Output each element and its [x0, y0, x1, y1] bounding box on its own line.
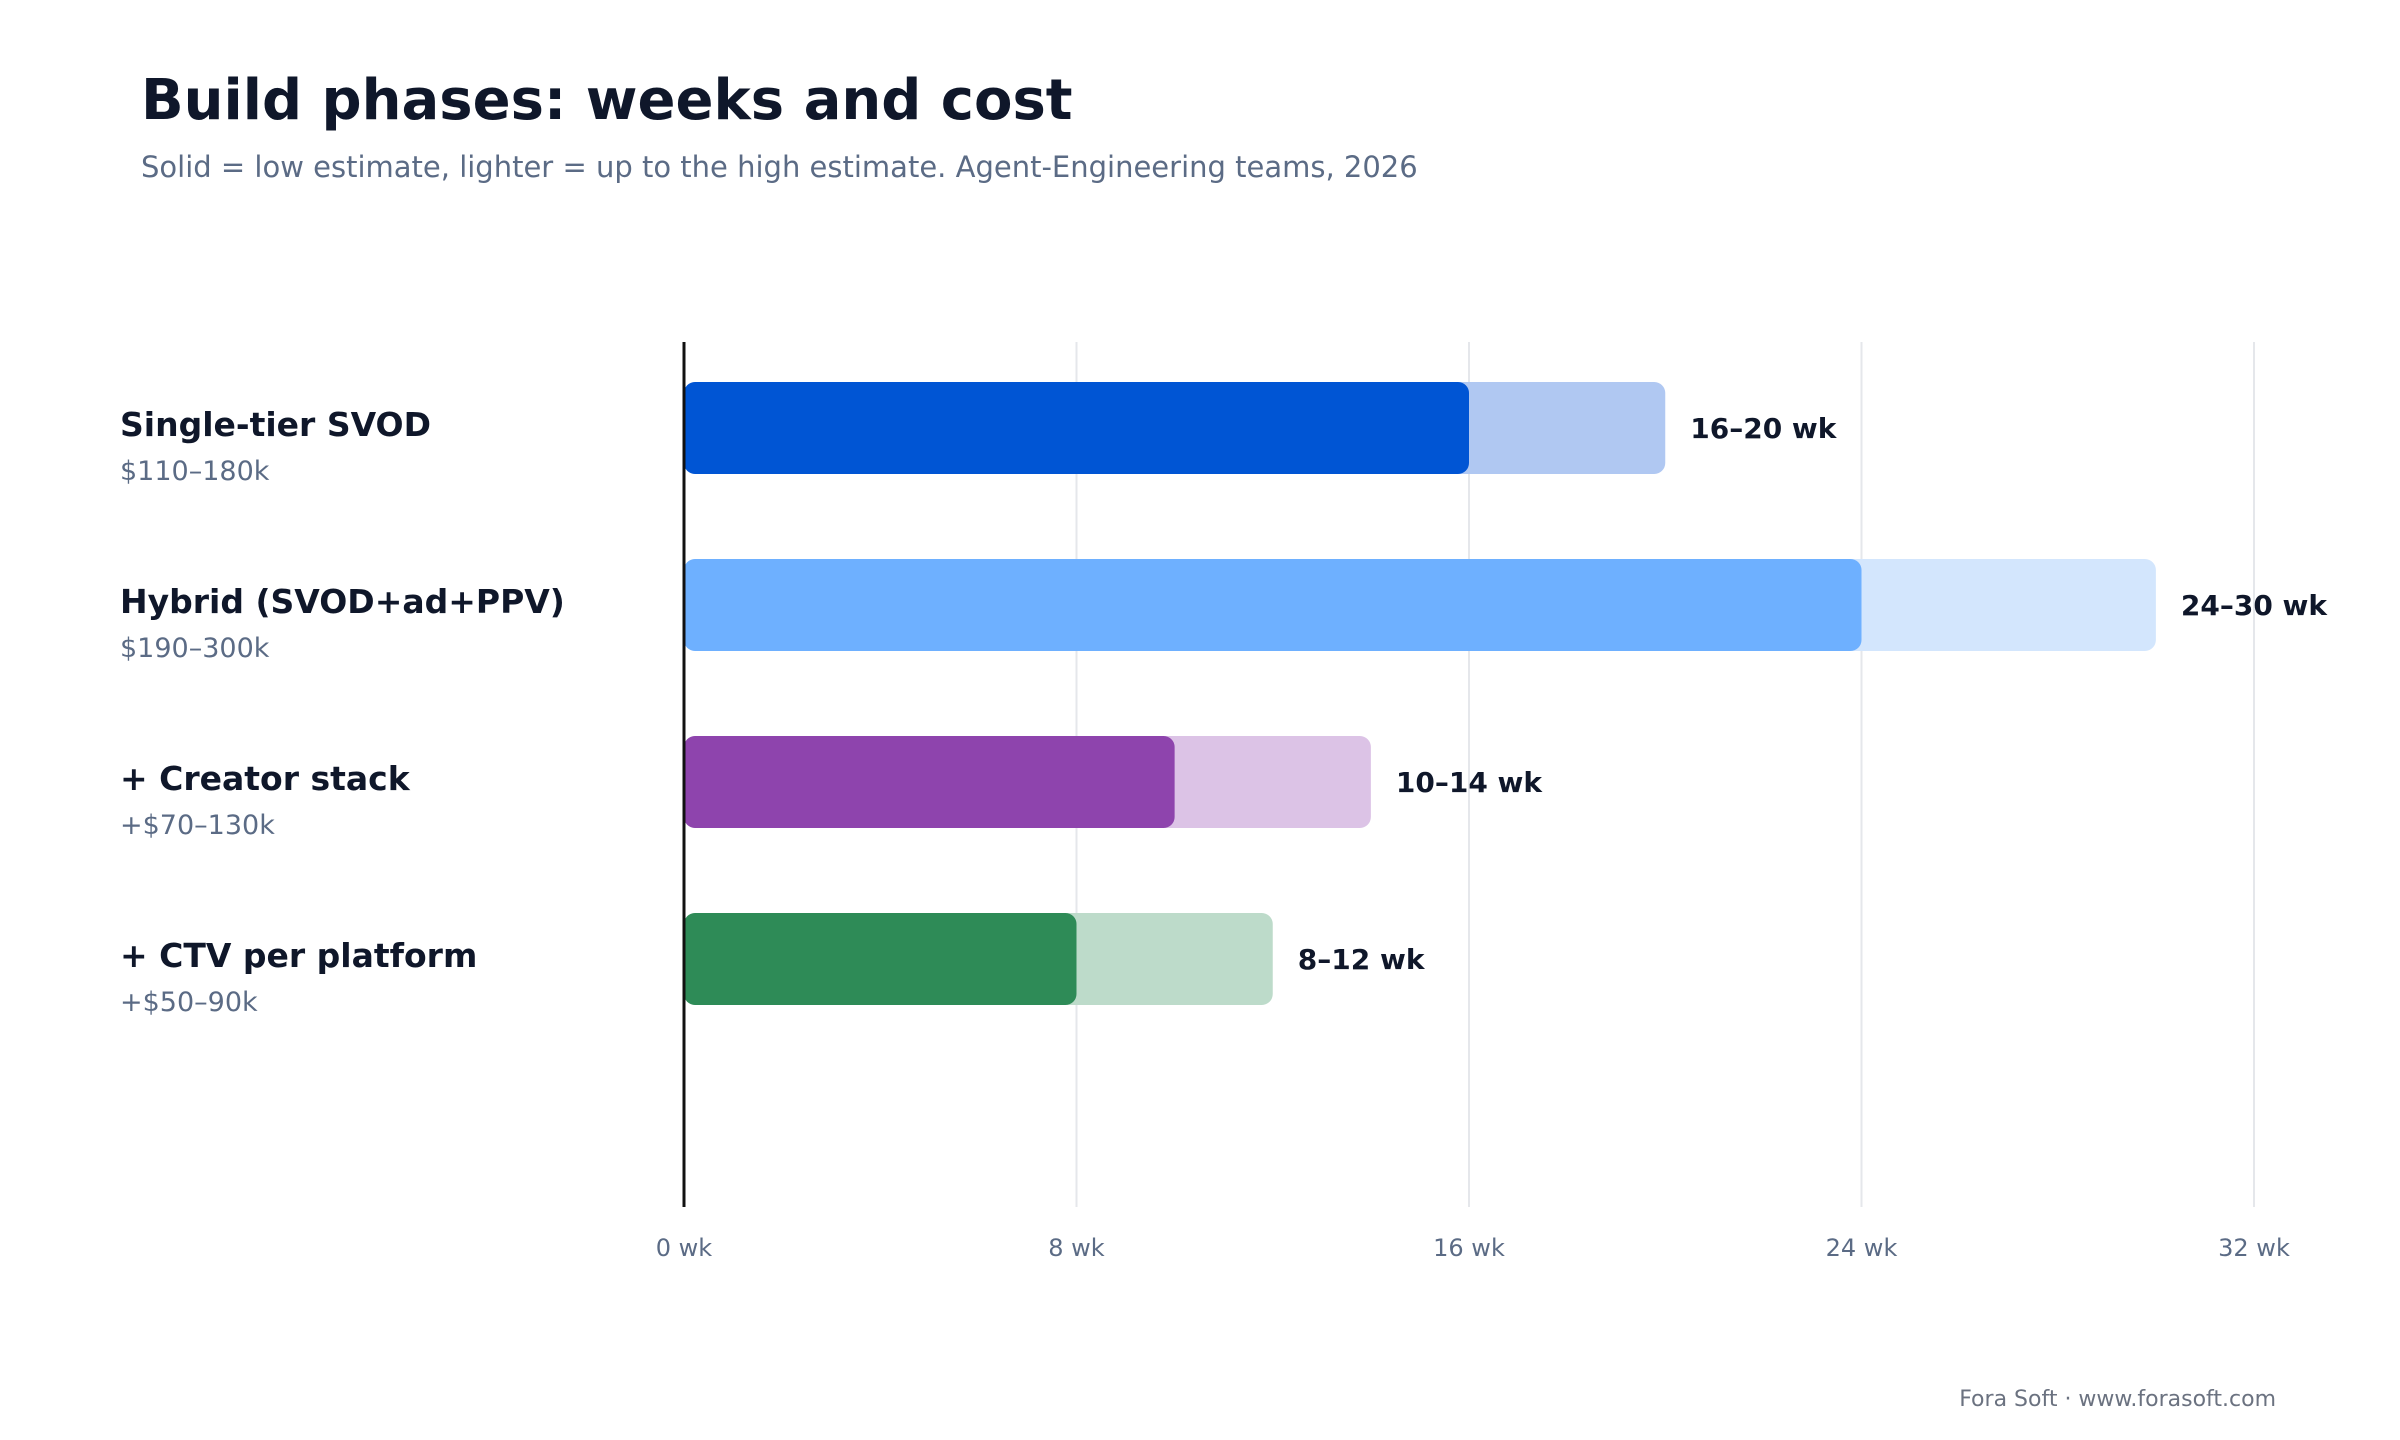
x-tick-label: 16 wk: [1433, 1234, 1505, 1262]
cost-label: +$50–90k: [120, 987, 258, 1018]
x-tick-label: 32 wk: [2218, 1234, 2290, 1262]
chart-title: Build phases: weeks and cost: [141, 68, 1073, 133]
value-label: 10–14 wk: [1396, 766, 1544, 799]
x-tick-label: 0 wk: [656, 1234, 713, 1262]
category-label: Single-tier SVOD: [120, 405, 431, 444]
cost-label: $190–300k: [120, 633, 270, 664]
value-label: 16–20 wk: [1690, 412, 1838, 445]
bar-low-estimate: [684, 736, 1175, 828]
category-label: + Creator stack: [120, 759, 411, 798]
value-label: 8–12 wk: [1298, 943, 1426, 976]
category-label: + CTV per platform: [120, 936, 477, 975]
cost-label: +$70–130k: [120, 810, 275, 841]
chart-subtitle: Solid = low estimate, lighter = up to th…: [141, 150, 1418, 184]
bar-low-estimate: [684, 559, 1862, 651]
x-tick-label: 24 wk: [1826, 1234, 1898, 1262]
footer-credit: Fora Soft · www.forasoft.com: [1959, 1387, 2276, 1412]
category-label: Hybrid (SVOD+ad+PPV): [120, 582, 565, 621]
bars: [684, 382, 2156, 1005]
cost-label: $110–180k: [120, 456, 270, 487]
value-label: 24–30 wk: [2181, 589, 2329, 622]
bar-low-estimate: [684, 913, 1077, 1005]
x-tick-label: 8 wk: [1048, 1234, 1105, 1262]
labels: 0 wk 8 wk 16 wk 24 wk 32 wk 16–20 wk Single-ti…: [120, 405, 2328, 1262]
bar-low-estimate: [684, 382, 1469, 474]
